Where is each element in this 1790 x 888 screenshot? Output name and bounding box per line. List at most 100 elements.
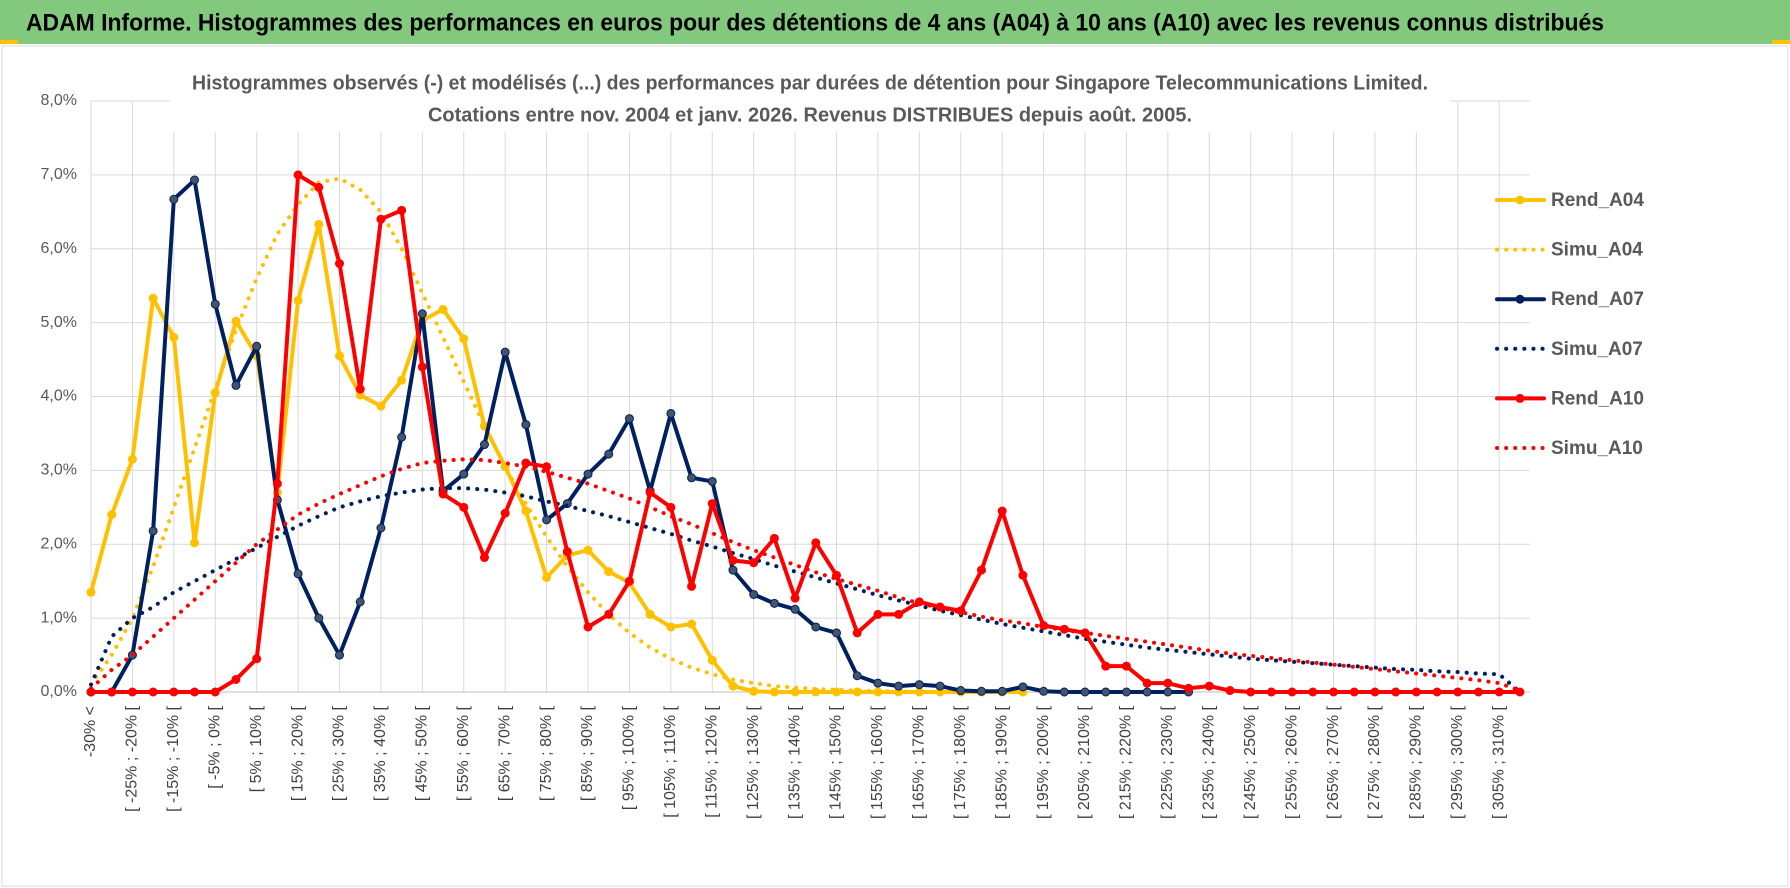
data-point <box>935 681 945 691</box>
data-point <box>397 375 407 385</box>
data-point <box>479 553 489 563</box>
data-point <box>687 473 697 483</box>
x-tick-label: [ 25% ; 30% [ <box>331 705 348 801</box>
data-point <box>314 182 324 192</box>
data-point <box>335 650 345 660</box>
data-point <box>1018 570 1028 580</box>
legend-label: Simu_A04 <box>1551 240 1643 261</box>
title-background <box>170 64 1450 132</box>
data-point <box>769 687 779 697</box>
x-tick-label: [ 285% ; 290% [ <box>1408 705 1425 819</box>
model-line <box>89 176 1025 694</box>
x-tick-label: [ 35% ; 40% [ <box>372 705 389 801</box>
data-point <box>376 401 386 411</box>
y-tick-label: 5,0% <box>41 314 77 331</box>
data-point <box>86 587 96 597</box>
chart-title: Histogrammes observés (-) et modélisés (… <box>192 72 1428 94</box>
y-tick-label: 6,0% <box>41 240 77 257</box>
data-point <box>583 622 593 632</box>
data-point <box>355 597 365 607</box>
data-point <box>190 538 200 548</box>
y-tick-label: 7,0% <box>41 166 77 183</box>
plot: 0,0% 1,0% 2,0% 3,0% 4,0% 5,0% 6,0% 7,0% 8,0% -30%… <box>41 92 1645 819</box>
data-point <box>1121 687 1131 697</box>
data-point <box>397 205 407 215</box>
data-point <box>293 170 303 180</box>
data-point <box>148 526 158 536</box>
x-tick-label: [ 205% ; 210% [ <box>1076 705 1093 819</box>
x-tick-label: [ 265% ; 270% [ <box>1325 705 1342 819</box>
data-point <box>1246 687 1256 697</box>
x-tick-label: -30% < <box>82 706 99 757</box>
data-point <box>604 609 614 619</box>
data-point <box>749 558 759 568</box>
data-point <box>1266 687 1276 697</box>
x-tick-label: [ 235% ; 240% [ <box>1200 705 1217 819</box>
y-tick-label: 4,0% <box>41 388 77 405</box>
data-point <box>1101 661 1111 671</box>
data-point <box>790 593 800 603</box>
data-point <box>314 219 324 229</box>
data-point <box>1287 687 1297 697</box>
data-point <box>459 469 469 479</box>
data-point <box>852 671 862 681</box>
data-point <box>645 609 655 619</box>
data-point <box>335 259 345 269</box>
data-point <box>666 622 676 632</box>
data-point <box>210 299 220 309</box>
x-tick-label: [ 185% ; 190% [ <box>993 705 1010 819</box>
data-point <box>1018 682 1028 692</box>
data-point <box>583 469 593 479</box>
data-point <box>624 414 634 424</box>
data-point <box>1453 687 1463 697</box>
data-point <box>749 686 759 696</box>
data-point <box>604 567 614 577</box>
data-point <box>438 489 448 499</box>
x-tick-label: [ 85% ; 90% [ <box>579 705 596 801</box>
x-tick-label: [ 5% ; 10% [ <box>248 705 265 792</box>
data-point <box>1308 687 1318 697</box>
x-tick-label: [ 115% ; 120% [ <box>703 705 720 817</box>
legend-marker <box>1515 294 1525 304</box>
x-tick-label: [ 215% ; 220% [ <box>1118 705 1135 819</box>
data-point <box>293 295 303 305</box>
y-tick-label: 0,0% <box>41 683 77 700</box>
data-point <box>231 380 241 390</box>
x-tick-label: [ 255% ; 260% [ <box>1283 705 1300 819</box>
data-point <box>811 622 821 632</box>
data-point <box>997 686 1007 696</box>
x-tick-label: [ -25% ; -20% [ <box>124 705 141 811</box>
data-point <box>1163 678 1173 688</box>
x-tick-label: [ 175% ; 180% [ <box>952 705 969 819</box>
corner <box>0 40 18 44</box>
data-point <box>376 214 386 224</box>
data-point <box>832 628 842 638</box>
legend-label: Simu_A10 <box>1551 438 1643 459</box>
data-point <box>1080 687 1090 697</box>
data-point <box>873 678 883 688</box>
x-tick-label: [ 165% ; 170% [ <box>911 705 928 819</box>
x-tick-label: [ 45% ; 50% [ <box>414 705 431 801</box>
x-tick-label: [ 305% ; 310% [ <box>1490 705 1507 819</box>
data-point <box>749 589 759 599</box>
data-point <box>1370 687 1380 697</box>
data-point <box>459 334 469 344</box>
data-point <box>1329 687 1339 697</box>
data-point <box>542 572 552 582</box>
legend-marker <box>1515 195 1525 205</box>
data-point <box>728 681 738 691</box>
data-point <box>335 351 345 361</box>
data-point <box>107 687 117 697</box>
data-point <box>894 681 904 691</box>
chart-subtitle: Cotations entre nov. 2004 et janv. 2026.… <box>428 104 1192 126</box>
data-point <box>169 194 179 204</box>
data-point <box>148 293 158 303</box>
data-point <box>1349 687 1359 697</box>
data-point <box>852 628 862 638</box>
x-tick-label: [ 225% ; 230% [ <box>1159 705 1176 819</box>
data-point <box>521 420 531 430</box>
data-point <box>479 440 489 450</box>
x-tick-label: [ 75% ; 80% [ <box>538 705 555 801</box>
